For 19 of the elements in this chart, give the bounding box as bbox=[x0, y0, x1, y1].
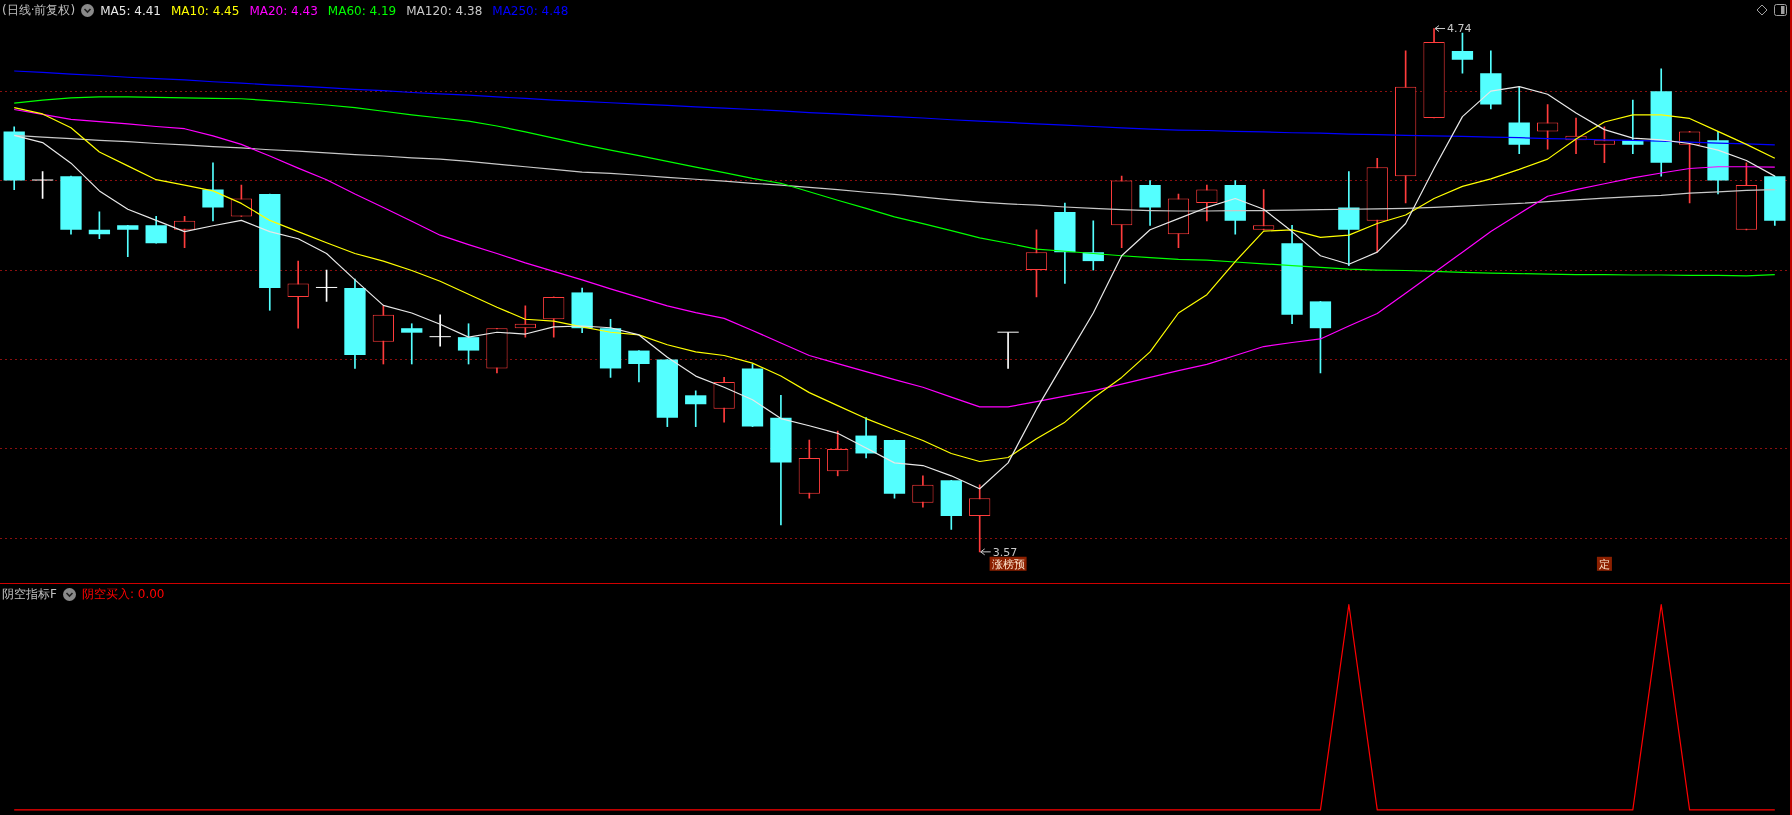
text: MA20: 4.43 bbox=[249, 3, 318, 18]
chart-title: 阴空指标F bbox=[2, 586, 57, 603]
candlestick bbox=[997, 331, 1019, 369]
chart-title: (日线·前复权) bbox=[2, 2, 76, 19]
annotation: 3.57 bbox=[992, 545, 1018, 559]
candlestick bbox=[429, 314, 451, 347]
candlestick bbox=[287, 260, 309, 329]
text: 阴空买入: 0.00 bbox=[81, 586, 165, 603]
candlestick bbox=[685, 390, 707, 427]
annotation: 4.74 bbox=[1447, 22, 1472, 36]
candlestick bbox=[401, 323, 423, 365]
text: MA60: 4.19 bbox=[327, 3, 397, 18]
candlestick bbox=[117, 225, 139, 257]
text: MA10: 4.45 bbox=[170, 3, 240, 18]
text: MA250: 4.48 bbox=[492, 3, 569, 18]
text: 定 bbox=[1598, 557, 1610, 571]
text: 涨榜预 bbox=[991, 557, 1025, 571]
text: MA120: 4.38 bbox=[406, 3, 483, 18]
text: MA5: 4.41 bbox=[100, 3, 161, 18]
